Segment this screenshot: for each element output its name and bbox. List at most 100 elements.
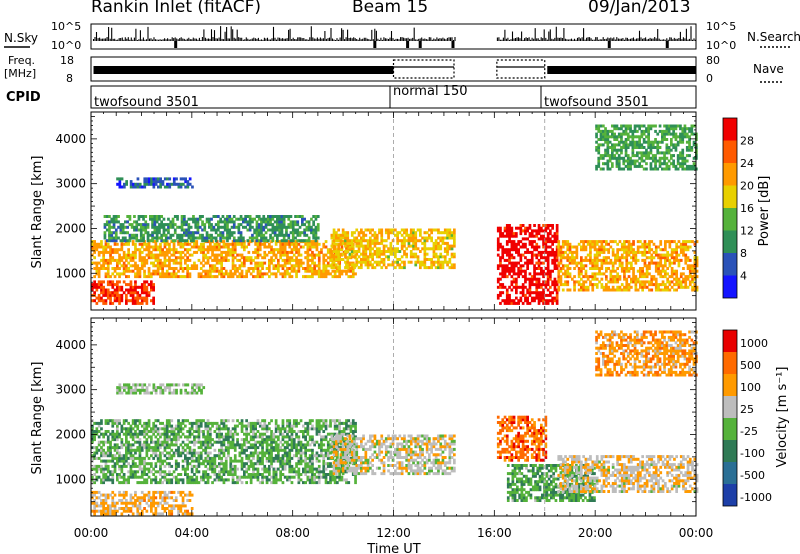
echo-cell [110, 220, 114, 224]
echo-cell [187, 228, 191, 232]
echo-cell [691, 285, 694, 289]
echo-cell [373, 241, 377, 245]
echo-cell [384, 244, 388, 248]
echo-cell [432, 263, 436, 267]
echo-cell [369, 247, 372, 251]
echo-cell [204, 275, 208, 279]
echo-cell [414, 244, 418, 248]
echo-cell [129, 288, 133, 292]
echo-cell [308, 258, 312, 262]
echo-cell [114, 236, 118, 240]
echo-cell [571, 258, 574, 262]
echo-cell [651, 143, 655, 147]
echo-cell [446, 231, 449, 235]
echo-cell [614, 253, 617, 257]
echo-cell [131, 456, 135, 460]
echo-cell [125, 493, 128, 497]
echo-cell [102, 478, 105, 482]
echo-cell [181, 501, 185, 505]
echo-cell [625, 285, 629, 289]
echo-cell [339, 239, 343, 243]
echo-cell [226, 215, 229, 218]
echo-cell [641, 250, 644, 254]
echo-cell [681, 148, 685, 152]
echo-cell [235, 225, 238, 229]
echo-cell [154, 435, 158, 439]
echo-cell [95, 285, 99, 289]
echo-cell [287, 215, 291, 218]
echo-cell [306, 264, 310, 268]
echo-cell [113, 258, 117, 262]
echo-cell [91, 299, 94, 303]
echo-cell [100, 285, 103, 289]
echo-cell [693, 277, 697, 281]
echo-cell [140, 481, 144, 485]
echo-cell [602, 154, 605, 158]
echo-cell [129, 269, 133, 273]
echo-cell [663, 132, 666, 136]
echo-cell [640, 156, 644, 160]
echo-cell [512, 261, 516, 265]
echo-cell [648, 240, 651, 244]
echo-cell [530, 283, 534, 287]
echo-cell [187, 223, 191, 227]
echo-cell [557, 264, 561, 268]
echo-cell [134, 464, 137, 468]
echo-cell [521, 283, 525, 287]
echo-cell [344, 250, 347, 253]
echo-cell [677, 285, 681, 289]
echo-cell [163, 501, 167, 505]
echo-cell [553, 267, 557, 270]
echo-cell [149, 217, 152, 221]
echo-cell [557, 272, 561, 276]
echo-cell [220, 267, 223, 270]
echo-cell [654, 280, 658, 284]
echo-cell [140, 512, 144, 516]
echo-cell [360, 244, 363, 248]
echo-cell [631, 140, 635, 144]
echo-cell [629, 164, 632, 168]
echo-cell [307, 225, 311, 229]
echo-cell [177, 490, 180, 494]
echo-cell [143, 299, 146, 303]
echo-cell [203, 223, 207, 227]
echo-cell [546, 226, 550, 230]
echo-cell [607, 261, 610, 265]
echo-cell [103, 233, 107, 237]
echo-cell [267, 215, 270, 218]
echo-cell [97, 456, 101, 460]
echo-cell [664, 261, 667, 265]
echo-cell [263, 272, 267, 276]
echo-cell [150, 299, 153, 303]
echo-cell [382, 252, 386, 256]
echo-cell [441, 255, 445, 259]
echo-cell [125, 301, 128, 305]
echo-cell [129, 291, 133, 295]
echo-cell [263, 253, 267, 257]
echo-cell [159, 261, 162, 265]
cpid-mode-1: twofsound 3501 [94, 95, 199, 110]
echo-cell [665, 143, 669, 147]
echo-cell [154, 180, 158, 184]
echo-cell [654, 162, 657, 166]
echo-cell [206, 275, 210, 279]
echo-cell [104, 440, 108, 444]
echo-cell [299, 258, 303, 262]
echo-cell [666, 250, 669, 254]
echo-cell [196, 220, 200, 224]
echo-cell [116, 299, 119, 303]
echo-cell [688, 138, 691, 141]
echo-cell [652, 277, 656, 281]
echo-cell [643, 264, 647, 268]
nsky-panel: N.Sky 10^5 10^0 10^5 10^0 N.Search [4, 20, 800, 52]
echo-cell [553, 234, 557, 238]
echo-cell [622, 124, 626, 128]
echo-cell [632, 267, 635, 270]
echo-cell [227, 242, 230, 246]
echo-cell [180, 220, 184, 224]
echo-cell [677, 245, 681, 249]
echo-cell [138, 459, 142, 463]
echo-cell [346, 241, 350, 245]
echo-cell [337, 239, 340, 243]
echo-cell [201, 215, 204, 218]
